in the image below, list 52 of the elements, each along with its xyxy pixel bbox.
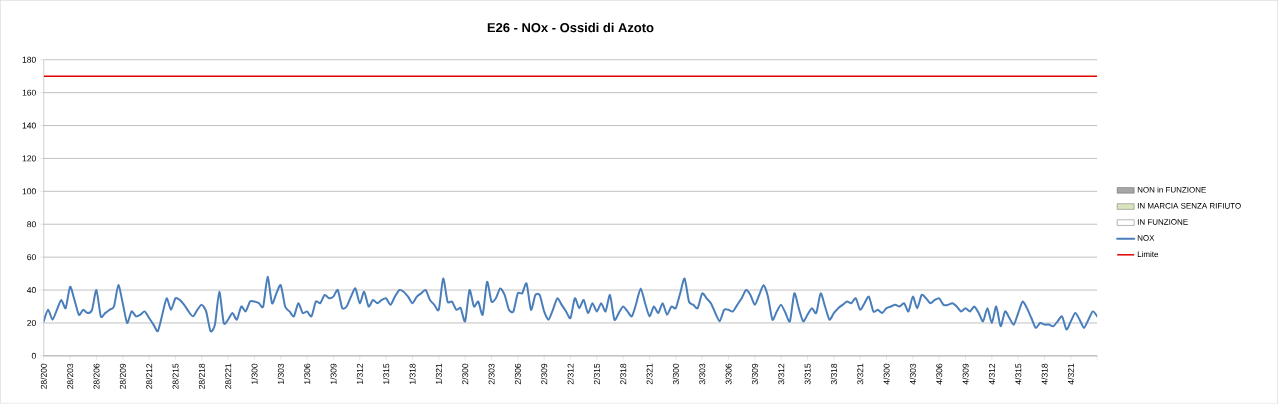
x-tick-label: 4/318 bbox=[1041, 363, 1048, 385]
y-tick-label: 120 bbox=[22, 155, 36, 162]
x-tick-label: 2/321 bbox=[646, 364, 653, 385]
x-tick-label: 28/209 bbox=[119, 363, 126, 390]
x-tick-label: 4/306 bbox=[936, 363, 943, 385]
y-tick-label: 180 bbox=[22, 56, 36, 63]
y-tick-label: 140 bbox=[22, 122, 36, 129]
x-tick-label: 4/321 bbox=[1067, 364, 1074, 385]
x-tick-label: 3/315 bbox=[804, 363, 811, 385]
x-tick-label: 3/321 bbox=[857, 364, 864, 385]
x-tick-label: 4/315 bbox=[1015, 363, 1022, 385]
y-tick-label: 100 bbox=[22, 188, 36, 195]
x-tick-label: 1/303 bbox=[277, 363, 284, 385]
x-tick-label: 4/300 bbox=[883, 363, 890, 385]
y-tick-label: 40 bbox=[26, 287, 36, 294]
y-tick-label: 60 bbox=[27, 254, 36, 261]
x-tick-label: 4/309 bbox=[962, 363, 969, 385]
x-tick-label: 4/303 bbox=[909, 363, 916, 385]
x-tick-label: 3/309 bbox=[751, 363, 758, 385]
x-tick-label: 3/306 bbox=[725, 363, 732, 385]
x-tick-label: 2/306 bbox=[514, 363, 521, 385]
x-tick-label: 28/218 bbox=[198, 363, 205, 390]
x-tick-label: 2/318 bbox=[620, 363, 627, 385]
x-tick-label: 28/221 bbox=[224, 364, 232, 390]
y-tick-label: 20 bbox=[27, 320, 36, 327]
y-tick-label: 80 bbox=[27, 221, 36, 228]
x-tick-label: 28/212 bbox=[145, 364, 153, 390]
x-tick-label: 1/309 bbox=[330, 363, 337, 385]
x-tick-label: 3/300 bbox=[672, 363, 679, 385]
x-tick-label: 2/303 bbox=[488, 363, 495, 385]
x-tick-label: 28/206 bbox=[93, 363, 100, 390]
y-tick-label: 0 bbox=[31, 353, 36, 360]
x-tick-label: 3/303 bbox=[699, 363, 706, 385]
x-tick-label: 2/315 bbox=[593, 363, 600, 385]
x-tick-label: 4/312 bbox=[988, 364, 995, 385]
x-tick-label: 1/321 bbox=[435, 364, 442, 385]
x-tick-label: 3/312 bbox=[778, 364, 785, 385]
x-tick-label: 1/312 bbox=[356, 364, 363, 385]
x-tick-label: 1/318 bbox=[409, 363, 416, 385]
x-tick-label: 2/300 bbox=[462, 363, 469, 385]
line-series bbox=[43, 276, 1098, 333]
chart-title: E26 - NOx - Ossidi di Azoto bbox=[487, 22, 654, 33]
x-tick-label: 2/309 bbox=[541, 363, 548, 385]
x-tick-label: 1/306 bbox=[303, 363, 311, 385]
x-tick-label: 1/315 bbox=[382, 363, 390, 385]
x-tick-label: 28/215 bbox=[172, 363, 179, 390]
x-tick-label: 28/200 bbox=[40, 363, 47, 390]
x-tick-label: 28/203 bbox=[66, 363, 74, 390]
y-tick-label: 160 bbox=[22, 89, 36, 96]
x-tick-label: 2/312 bbox=[567, 364, 574, 385]
x-tick-label: 3/318 bbox=[830, 363, 837, 385]
x-tick-label: 1/300 bbox=[251, 363, 258, 385]
